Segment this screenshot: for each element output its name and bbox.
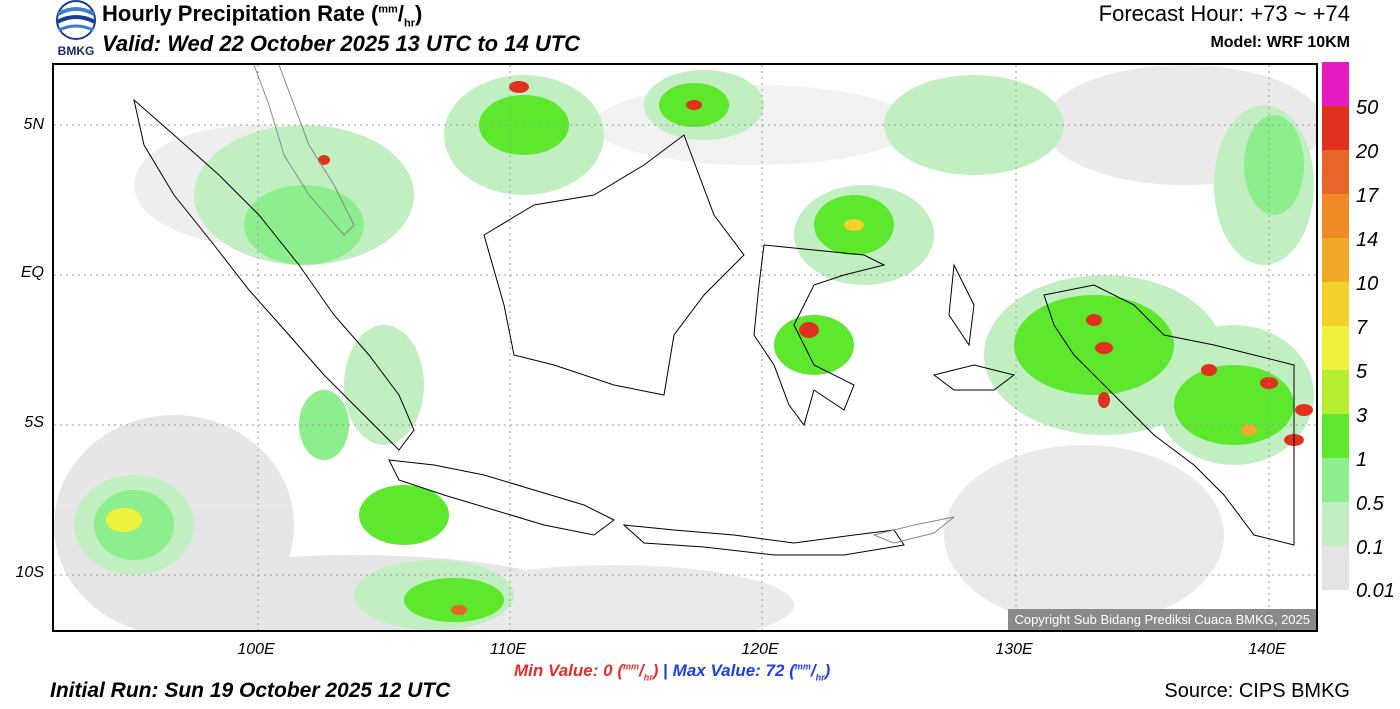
legend-label-14: 14 bbox=[1356, 229, 1379, 251]
nusa-tenggara bbox=[622, 524, 905, 556]
min-max-values: Min Value: 0 (mm/hr) | Max Value: 72 (mm… bbox=[514, 661, 830, 682]
y-label-10s: 10S bbox=[15, 564, 44, 581]
title-close: ) bbox=[414, 1, 423, 26]
x-label-110e: 110E bbox=[489, 641, 527, 658]
swatch-3 bbox=[1322, 370, 1349, 414]
precipitation-map[interactable] bbox=[52, 63, 1318, 632]
min-max-separator: | bbox=[663, 661, 668, 680]
colorbar-swatches bbox=[1322, 62, 1349, 590]
title-unit-sup: mm bbox=[378, 3, 398, 16]
legend-label-1: 1 bbox=[1356, 449, 1368, 471]
legend-label-3: 3 bbox=[1356, 405, 1368, 427]
logo-text: BMKG bbox=[57, 44, 95, 58]
x-label-140e: 140E bbox=[1248, 641, 1286, 658]
min-value: 0 bbox=[603, 661, 613, 680]
island-sulawesi bbox=[753, 244, 886, 427]
min-label: Min Value: bbox=[514, 661, 599, 680]
initial-run: Initial Run: Sun 19 October 2025 12 UTC bbox=[50, 679, 451, 702]
page-title: Hourly Precipitation Rate (mm/hr) bbox=[102, 1, 422, 29]
swatch-14 bbox=[1322, 194, 1349, 238]
title-unit-sub: hr bbox=[403, 17, 415, 30]
island-java bbox=[388, 459, 615, 536]
maluku bbox=[932, 263, 1016, 391]
title-unit-sep: / bbox=[397, 1, 404, 26]
swatch-5 bbox=[1322, 326, 1349, 370]
copyright-note: Copyright Sub Bidang Prediksi Cuaca BMKG… bbox=[1008, 609, 1316, 630]
y-label-eq: EQ bbox=[20, 264, 44, 281]
swatch-50 bbox=[1322, 62, 1349, 106]
max-value: 72 bbox=[765, 661, 785, 680]
max-unit: (mm/hr) bbox=[789, 661, 831, 683]
valid-time: Valid: Wed 22 October 2025 13 UTC to 14 … bbox=[102, 31, 581, 56]
model-name: Model: WRF 10KM bbox=[1210, 34, 1350, 51]
legend-label-7: 7 bbox=[1356, 317, 1368, 339]
swatch-0-01 bbox=[1322, 546, 1349, 590]
swatch-1 bbox=[1322, 414, 1349, 458]
colorbar bbox=[1322, 62, 1349, 590]
coastlines bbox=[133, 65, 1295, 556]
island-papua bbox=[1043, 284, 1295, 546]
min-unit: (mm/hr) bbox=[617, 661, 659, 683]
y-label-5n: 5N bbox=[23, 116, 44, 133]
x-label-100e: 100E bbox=[237, 641, 275, 658]
legend-label-5: 5 bbox=[1356, 361, 1368, 383]
source-credit: Source: CIPS BMKG bbox=[1164, 680, 1350, 702]
island-sumatra bbox=[133, 98, 415, 451]
legend-label-0-5: 0.5 bbox=[1356, 493, 1384, 515]
malay-peninsula bbox=[253, 65, 355, 236]
swatch-7 bbox=[1322, 282, 1349, 326]
legend-label-0-01: 0.01 bbox=[1356, 580, 1395, 602]
island-timor bbox=[872, 516, 955, 544]
legend-label-50: 50 bbox=[1356, 97, 1379, 119]
swatch-20 bbox=[1322, 106, 1349, 150]
swatch-10 bbox=[1322, 238, 1349, 282]
swatch-0-5 bbox=[1322, 458, 1349, 502]
forecast-hour: Forecast Hour: +73 ~ +74 bbox=[1098, 1, 1350, 26]
x-label-130e: 130E bbox=[995, 641, 1033, 658]
bmkg-logo-icon bbox=[56, 0, 96, 40]
island-borneo bbox=[483, 134, 745, 396]
legend-label-17: 17 bbox=[1356, 185, 1379, 207]
bmkg-logo: BMKG bbox=[50, 0, 102, 60]
legend-label-10: 10 bbox=[1356, 273, 1379, 295]
map-canvas bbox=[54, 65, 1316, 630]
max-label: Max Value: bbox=[672, 661, 761, 680]
title-main: Hourly Precipitation Rate ( bbox=[102, 1, 379, 26]
swatch-17 bbox=[1322, 150, 1349, 194]
legend-label-20: 20 bbox=[1356, 141, 1379, 163]
y-label-5s: 5S bbox=[24, 414, 44, 431]
swatch-0-1 bbox=[1322, 502, 1349, 546]
x-label-120e: 120E bbox=[741, 641, 779, 658]
legend-label-0-1: 0.1 bbox=[1356, 537, 1384, 559]
